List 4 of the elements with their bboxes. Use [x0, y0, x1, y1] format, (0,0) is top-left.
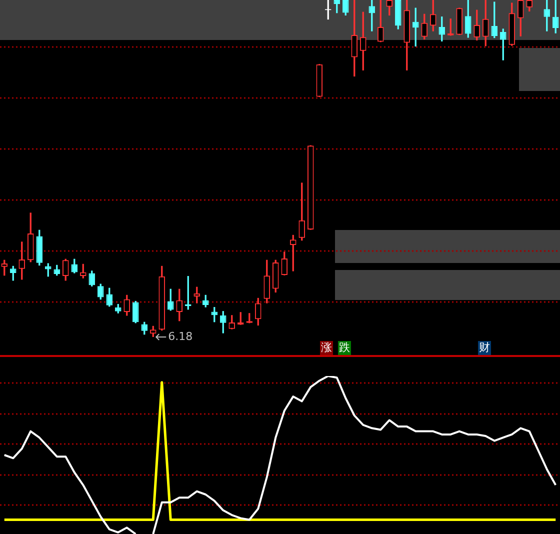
- text: 跌: [338, 341, 351, 355]
- annotation: 6.18: [168, 330, 193, 343]
- text: 涨: [320, 341, 333, 355]
- text: 财: [478, 341, 491, 355]
